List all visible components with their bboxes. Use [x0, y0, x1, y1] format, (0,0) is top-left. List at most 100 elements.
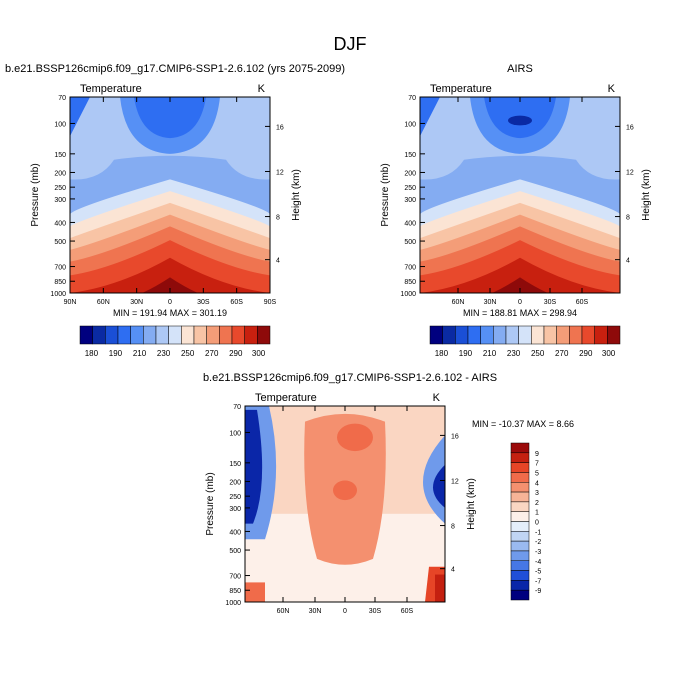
colorbar-swatch — [510, 580, 530, 591]
min-max-text: MIN = 188.81 MAX = 298.94 — [463, 308, 577, 318]
colorbar-label: 7 — [535, 461, 539, 468]
colorbar-label: 180 — [435, 349, 449, 358]
colorbar-swatch — [155, 325, 169, 345]
y-tick-label: 850 — [54, 279, 66, 286]
colorbar-label: -3 — [535, 549, 541, 556]
height-tick-label: 8 — [626, 215, 630, 222]
y-tick-label: 300 — [54, 197, 66, 204]
panel-title: AIRS — [507, 63, 533, 75]
y-tick-label: 400 — [54, 220, 66, 227]
colorbar-label: 0 — [535, 520, 539, 527]
y-tick-label: 500 — [54, 239, 66, 246]
colorbar-swatch — [493, 325, 507, 345]
panel-diff: b.e21.BSSP126cmip6.f09_g17.CMIP6-SSP1-2.… — [203, 372, 574, 615]
colorbar-label: 250 — [531, 349, 545, 358]
colorbar-swatch — [105, 325, 119, 345]
x-tick-label: 30S — [197, 299, 210, 306]
colorbar-swatch — [518, 325, 532, 345]
colorbar-swatch — [510, 531, 530, 542]
y-tick-label: 500 — [404, 239, 416, 246]
y-tick-label: 700 — [404, 265, 416, 272]
x-tick-label: 30N — [309, 608, 322, 615]
x-tick-label: 30N — [130, 299, 143, 306]
x-tick-label: 60S — [230, 299, 243, 306]
colorbar-swatch — [510, 472, 530, 483]
field-label: Temperature — [255, 392, 317, 404]
colorbar-label: 250 — [181, 349, 195, 358]
colorbar-swatch — [510, 442, 530, 454]
height-tick-label: 12 — [276, 169, 284, 176]
height-tick-label: 8 — [276, 215, 280, 222]
colorbar-swatch — [193, 325, 207, 345]
colorbar-swatch — [569, 325, 583, 345]
y2-axis-title: Height (km) — [641, 169, 652, 221]
height-tick-label: 8 — [451, 524, 455, 531]
colorbar-swatch — [510, 511, 530, 522]
colorbar-swatch — [510, 521, 530, 532]
min-max-text: MIN = -10.37 MAX = 8.66 — [472, 419, 574, 429]
colorbar-label: 230 — [157, 349, 171, 358]
colorbar-swatch — [510, 482, 530, 493]
y-tick-label: 250 — [404, 185, 416, 192]
y-axis-title: Pressure (mb) — [380, 163, 391, 226]
height-tick-label: 4 — [451, 567, 455, 574]
y-tick-label: 100 — [229, 430, 241, 437]
x-tick-label: 0 — [168, 299, 172, 306]
y-tick-label: 150 — [404, 152, 416, 159]
height-tick-label: 16 — [626, 124, 634, 131]
y-tick-label: 100 — [404, 121, 416, 128]
y-tick-label: 100 — [54, 121, 66, 128]
colorbar-swatch — [510, 491, 530, 503]
colorbar-swatch — [79, 325, 93, 345]
panel-model: b.e21.BSSP126cmip6.f09_g17.CMIP6-SSP1-2.… — [5, 63, 345, 358]
y-tick-label: 200 — [229, 479, 241, 486]
colorbar-swatch — [594, 325, 608, 345]
colorbar-swatch — [510, 462, 530, 473]
colorbar-label: -5 — [535, 569, 541, 576]
colorbar-label: 290 — [229, 349, 243, 358]
page-title: DJF — [334, 34, 367, 54]
colorbar-swatch — [543, 325, 557, 345]
y-tick-label: 250 — [54, 185, 66, 192]
colorbar-swatch — [455, 325, 469, 345]
field-label: Temperature — [80, 83, 142, 95]
y-tick-label: 700 — [54, 265, 66, 272]
colorbar-label: -2 — [535, 539, 541, 546]
colorbar-swatch — [480, 325, 494, 345]
y-tick-label: 150 — [229, 461, 241, 468]
y-tick-label: 200 — [54, 170, 66, 177]
field-label: Temperature — [430, 83, 492, 95]
units-label: K — [608, 83, 616, 95]
x-tick-label: 30N — [484, 299, 497, 306]
colorbar-swatch — [168, 325, 182, 345]
contour-field — [420, 97, 620, 293]
height-tick-label: 4 — [626, 258, 630, 265]
y-tick-label: 70 — [233, 404, 241, 411]
colorbar-swatch — [143, 325, 157, 345]
x-tick-label: 0 — [343, 608, 347, 615]
y-tick-label: 150 — [54, 152, 66, 159]
x-tick-label: 60N — [452, 299, 465, 306]
y-tick-label: 700 — [229, 574, 241, 581]
y-tick-label: 400 — [229, 529, 241, 536]
colorbar-swatch — [510, 550, 530, 561]
colorbar-label: 270 — [555, 349, 569, 358]
y-tick-label: 250 — [229, 494, 241, 501]
x-tick-label: 60S — [576, 299, 589, 306]
colorbar-label: 210 — [483, 349, 497, 358]
colorbar-swatch — [510, 501, 530, 512]
colorbar-label: 300 — [602, 349, 616, 358]
colorbar-label: 2 — [535, 500, 539, 507]
units-label: K — [433, 392, 441, 404]
height-tick-label: 12 — [451, 478, 459, 485]
panel-title: b.e21.BSSP126cmip6.f09_g17.CMIP6-SSP1-2.… — [5, 63, 345, 75]
colorbar-swatch — [206, 325, 220, 345]
height-tick-label: 12 — [626, 169, 634, 176]
colorbar-label: -1 — [535, 529, 541, 536]
y-tick-label: 300 — [404, 197, 416, 204]
y2-axis-title: Height (km) — [291, 169, 302, 221]
colorbar-label: 190 — [459, 349, 473, 358]
x-tick-label: 90S — [264, 299, 277, 306]
colorbar-swatch — [429, 325, 443, 345]
